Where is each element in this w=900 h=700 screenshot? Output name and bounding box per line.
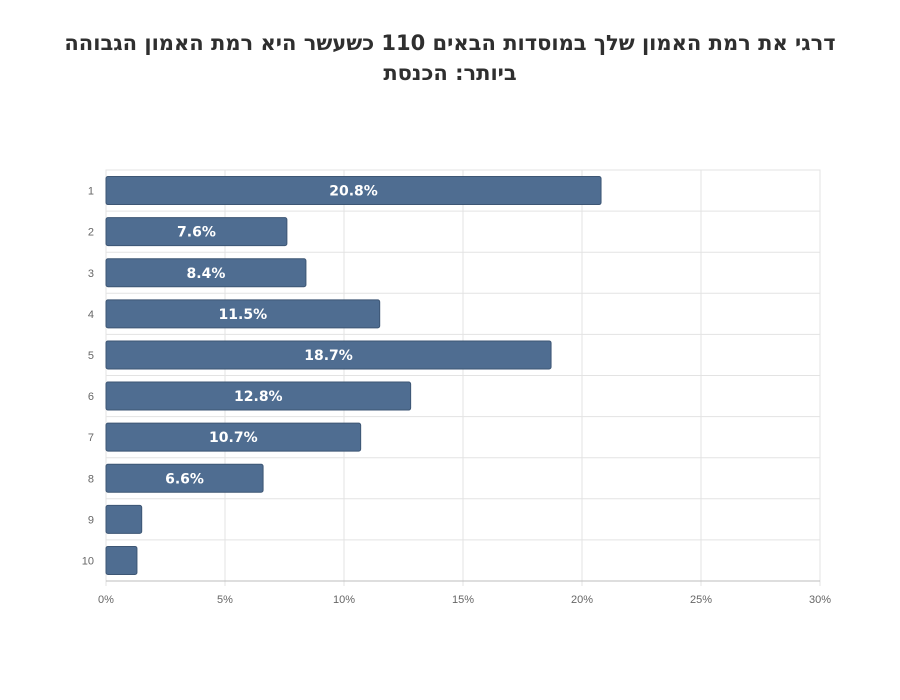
bar xyxy=(105,340,552,370)
bar-value-label: 12.8% xyxy=(234,389,283,405)
bar xyxy=(105,299,381,329)
y-tick-label: 2 xyxy=(88,227,94,239)
y-tick-label: 6 xyxy=(88,391,94,403)
bar xyxy=(105,463,264,493)
y-tick-label: 10 xyxy=(82,555,94,567)
bar-value-label: 20.8% xyxy=(329,184,378,200)
y-tick-label: 3 xyxy=(88,268,94,280)
bar xyxy=(105,545,138,575)
y-tick-label: 1 xyxy=(88,186,94,198)
bar xyxy=(105,381,412,411)
bar xyxy=(105,504,143,534)
bars xyxy=(105,176,602,575)
chart-title-line-1: דרגי את רמת האמון שלך במוסדות הבאים 110 … xyxy=(64,31,836,55)
bar-value-label: 11.5% xyxy=(219,307,268,323)
bar xyxy=(105,217,288,247)
y-tick-label: 8 xyxy=(88,473,94,485)
bar-value-label: 8.4% xyxy=(187,266,226,282)
x-tick-label: 0% xyxy=(98,594,114,606)
bar-value-label: 10.7% xyxy=(209,430,258,446)
axes: 0% 5% 10% 15% 20% 25% 30% 1 2 3 4 5 6 7 8 9 10 xyxy=(82,186,831,606)
y-tick-label: 4 xyxy=(88,309,94,321)
bar xyxy=(105,422,362,452)
x-tick-label: 5% xyxy=(217,594,233,606)
y-tick-label: 7 xyxy=(88,432,94,444)
bar-value-label: 7.6% xyxy=(177,225,216,241)
bar-value-label: 18.7% xyxy=(304,348,353,364)
x-tick-label: 20% xyxy=(571,594,593,606)
chart-title: דרגי את רמת האמון שלך במוסדות הבאים 110 … xyxy=(0,28,900,88)
bar xyxy=(105,176,602,206)
x-tick-label: 30% xyxy=(809,594,831,606)
chart-title-line-2: ביותר: הכנסת xyxy=(383,61,517,85)
x-tick-label: 10% xyxy=(333,594,355,606)
x-tick-label: 15% xyxy=(452,594,474,606)
bar-value-label: 6.6% xyxy=(165,471,204,487)
data-labels: 20.8% 7.6% 8.4% 11.5% 18.7% 12.8% 10.7% 6.6% xyxy=(165,184,378,488)
x-tick-label: 25% xyxy=(690,594,712,606)
y-tick-label: 9 xyxy=(88,514,94,526)
y-tick-label: 5 xyxy=(88,350,94,362)
bar xyxy=(105,258,307,288)
